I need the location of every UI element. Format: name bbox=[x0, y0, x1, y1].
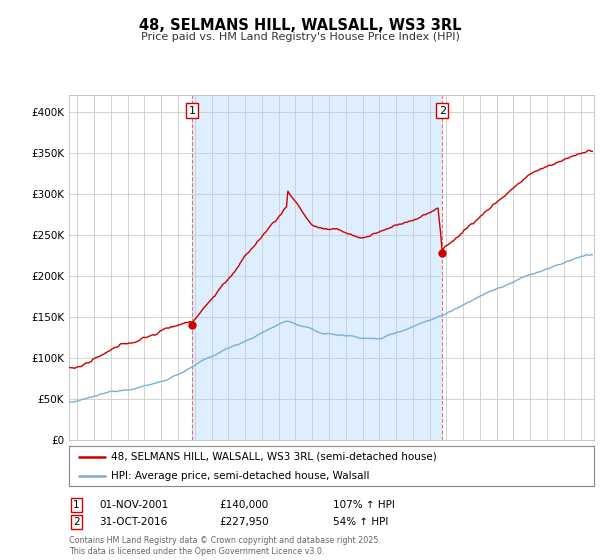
Bar bbox=[192, 95, 442, 440]
Text: 2: 2 bbox=[73, 517, 80, 527]
Text: HPI: Average price, semi-detached house, Walsall: HPI: Average price, semi-detached house,… bbox=[111, 471, 370, 481]
Text: Price paid vs. HM Land Registry's House Price Index (HPI): Price paid vs. HM Land Registry's House … bbox=[140, 32, 460, 43]
Text: 01-NOV-2001: 01-NOV-2001 bbox=[99, 500, 168, 510]
Text: 107% ↑ HPI: 107% ↑ HPI bbox=[333, 500, 395, 510]
Text: 2: 2 bbox=[439, 105, 446, 115]
Text: Contains HM Land Registry data © Crown copyright and database right 2025.
This d: Contains HM Land Registry data © Crown c… bbox=[69, 536, 381, 556]
Text: 1: 1 bbox=[73, 500, 80, 510]
Text: £227,950: £227,950 bbox=[219, 517, 269, 527]
Text: 48, SELMANS HILL, WALSALL, WS3 3RL: 48, SELMANS HILL, WALSALL, WS3 3RL bbox=[139, 18, 461, 33]
Text: 54% ↑ HPI: 54% ↑ HPI bbox=[333, 517, 388, 527]
Text: 1: 1 bbox=[188, 105, 196, 115]
Text: 48, SELMANS HILL, WALSALL, WS3 3RL (semi-detached house): 48, SELMANS HILL, WALSALL, WS3 3RL (semi… bbox=[111, 452, 437, 461]
Text: £140,000: £140,000 bbox=[219, 500, 268, 510]
Text: 31-OCT-2016: 31-OCT-2016 bbox=[99, 517, 167, 527]
